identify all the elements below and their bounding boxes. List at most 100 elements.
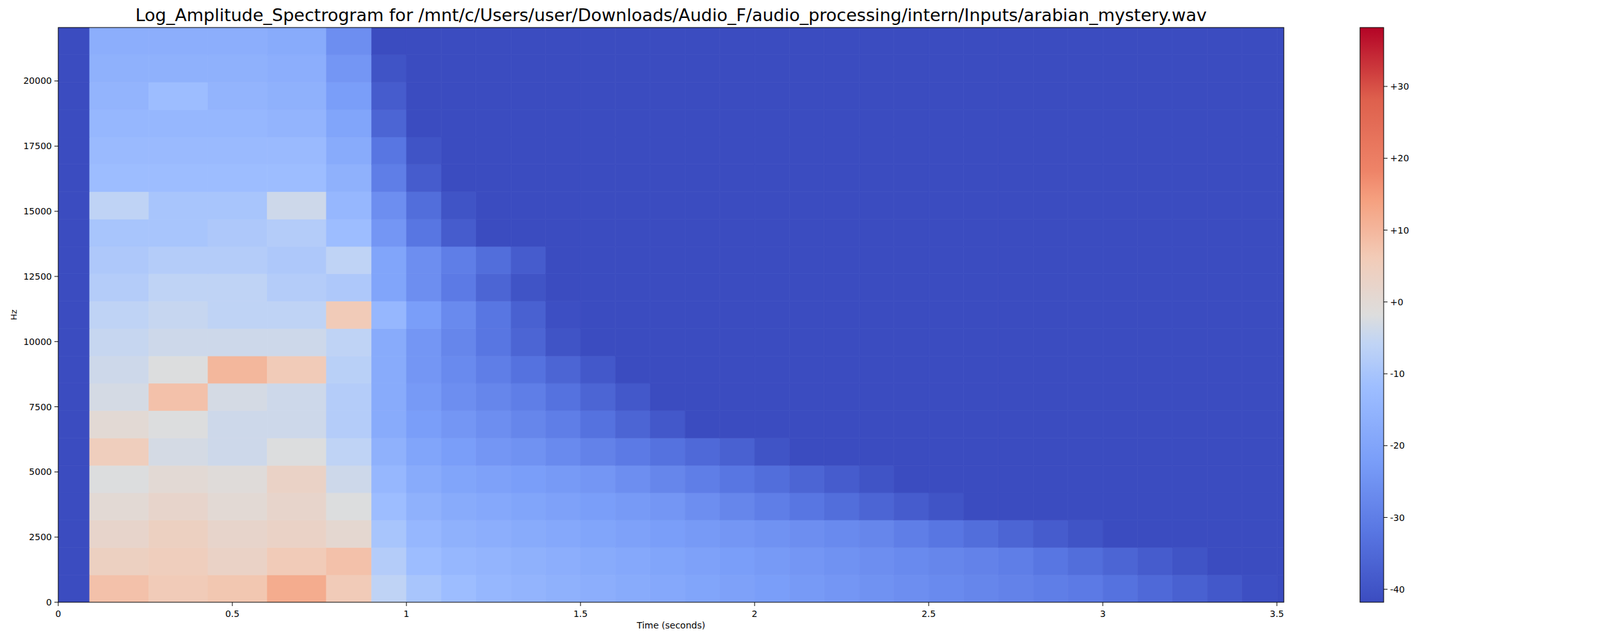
heatmap-cell [1068,136,1103,165]
heatmap-cell [1032,82,1068,111]
heatmap-cell [1207,520,1242,548]
heatmap-cell [963,192,998,220]
heatmap-cell [58,574,90,603]
heatmap-cell [326,218,372,247]
heatmap-cell [928,437,964,466]
heatmap-cell [789,520,824,548]
heatmap-cell [824,218,859,247]
heatmap-cell [440,136,476,165]
heatmap-cell [510,82,546,111]
heatmap-cell [684,273,720,302]
heatmap-cell [615,437,650,466]
heatmap-cell [650,218,685,247]
heatmap-cell [580,164,616,192]
heatmap-cell [1137,192,1173,220]
heatmap-cell [1207,465,1242,493]
heatmap-cell [545,465,581,493]
colorbar-tick [1383,445,1388,447]
heatmap-cell [371,27,407,56]
heatmap-cell [928,492,964,521]
heatmap-cell [754,520,790,548]
heatmap-cell [1207,109,1242,137]
heatmap-cell [754,328,790,356]
heatmap-cell [1172,82,1208,111]
heatmap-cell [476,246,511,274]
heatmap-cell [615,136,650,165]
heatmap-cell [684,301,720,329]
heatmap-cell [89,301,149,329]
heatmap-cell [615,574,650,603]
heatmap-cell [1207,82,1242,111]
heatmap-cell [789,192,824,220]
colorbar-tick-label: -30 [1390,512,1405,523]
x-tick [232,602,233,607]
heatmap-cell [371,465,407,493]
heatmap-cell [615,164,650,192]
heatmap-cell [998,547,1033,575]
heatmap-cell [476,355,511,384]
heatmap-cell [754,465,790,493]
heatmap-cell [1068,574,1103,603]
heatmap-cell [545,246,581,274]
heatmap-cell [1137,492,1173,521]
heatmap-cell [510,383,546,411]
heatmap-cell [1242,192,1277,220]
heatmap-cell [789,273,824,302]
heatmap-cell [1207,492,1242,521]
heatmap-cell [580,82,616,111]
heatmap-cell [615,273,650,302]
heatmap-cell [615,492,650,521]
heatmap-cell [928,574,964,603]
heatmap-cell [58,520,90,548]
heatmap-cell [208,109,267,137]
heatmap-cell [326,192,372,220]
heatmap-cell [406,164,441,192]
heatmap-cell [406,547,441,575]
heatmap-cell [894,218,929,247]
y-tick [54,80,59,82]
heatmap-cell [1102,328,1138,356]
heatmap-cell [580,465,616,493]
heatmap-cell [1068,246,1103,274]
heatmap-cell [998,55,1033,83]
heatmap-cell [326,301,372,329]
heatmap-cell [440,27,476,56]
heatmap-cell [1242,164,1277,192]
heatmap-cell [545,547,581,575]
heatmap-cell [326,574,372,603]
heatmap-cell [545,437,581,466]
heatmap-cell [148,301,208,329]
heatmap-cell [998,328,1033,356]
heatmap-cell [963,465,998,493]
heatmap-cell [580,301,616,329]
heatmap-cell [371,520,407,548]
heatmap-cell [1032,437,1068,466]
heatmap-cell [1137,355,1173,384]
heatmap-cell [208,273,267,302]
heatmap-cell [406,328,441,356]
heatmap-cell [894,27,929,56]
heatmap-cell [1137,465,1173,493]
heatmap-cell [510,328,546,356]
heatmap-cell [148,574,208,603]
heatmap-cell [1276,410,1284,439]
heatmap-cell [89,574,149,603]
heatmap-cell [720,218,755,247]
heatmap-cell [1032,192,1068,220]
heatmap-cell [894,192,929,220]
heatmap-cell [720,547,755,575]
heatmap-cell [824,383,859,411]
heatmap-cell [1276,547,1284,575]
heatmap-cell [89,437,149,466]
y-tick [54,406,59,408]
heatmap-cell [1276,492,1284,521]
heatmap-cell [266,410,326,439]
heatmap-cell [266,273,326,302]
heatmap-cell [1102,410,1138,439]
heatmap-cell [148,465,208,493]
heatmap-cell [148,164,208,192]
heatmap-cell [1068,437,1103,466]
heatmap-cell [1207,55,1242,83]
heatmap-cell [58,164,90,192]
heatmap-cell [1032,383,1068,411]
